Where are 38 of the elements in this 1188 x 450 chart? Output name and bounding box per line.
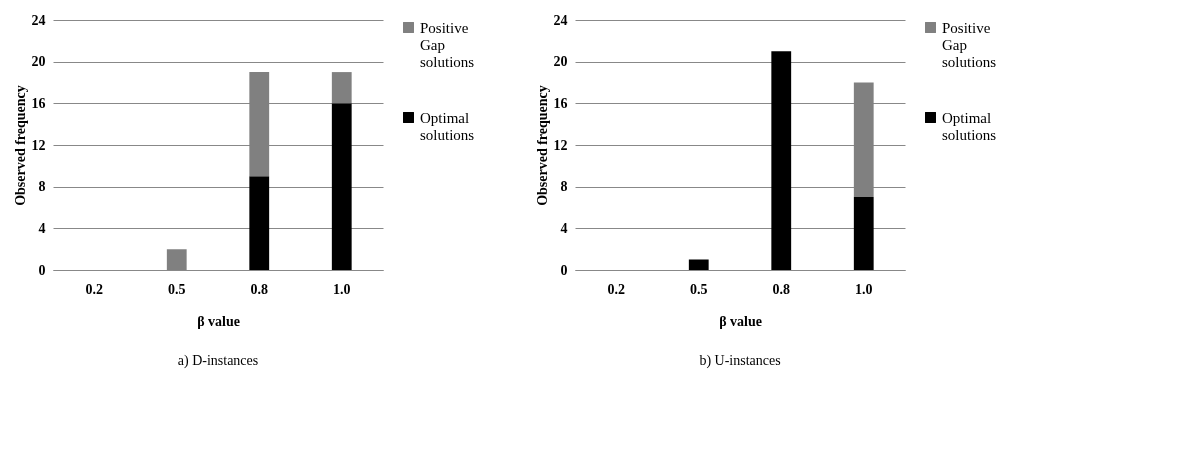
y-tick-label: 20: [31, 54, 46, 70]
y-axis-title: Observed frequency: [12, 85, 28, 206]
bar: [249, 176, 270, 270]
legend-label: Positive Gap solutions: [420, 19, 475, 70]
text: a) D-instances: [177, 353, 259, 369]
y-tick-label: 12: [31, 137, 46, 153]
bar: [771, 51, 792, 270]
bar: [853, 197, 874, 270]
x-tick-label: 0.8: [250, 281, 268, 297]
x-tick-label: 0.5: [690, 281, 708, 297]
legend-label: Optimal solutions: [420, 109, 475, 143]
y-tick-label: 4: [560, 220, 568, 236]
x-tick-label: 0.8: [772, 281, 790, 297]
x-axis-title: β value: [719, 313, 762, 329]
y-tick-label: 0: [560, 262, 568, 278]
x-tick-label: 0.5: [168, 281, 186, 297]
x-tick-label: 1.0: [855, 281, 873, 297]
text: b) U-instances: [699, 353, 781, 369]
y-tick-label: 16: [553, 95, 568, 111]
x-tick-label: 0.2: [85, 281, 103, 297]
y-tick-label: 8: [38, 179, 46, 195]
bar: [688, 259, 709, 270]
y-tick-label: 24: [31, 12, 46, 28]
bar: [331, 72, 352, 104]
y-tick-label: 12: [553, 137, 568, 153]
y-tick-label: 20: [553, 54, 568, 70]
y-tick-label: 0: [38, 262, 46, 278]
x-tick-label: 0.2: [607, 281, 625, 297]
y-tick-label: 16: [31, 95, 46, 111]
bar: [331, 103, 352, 270]
x-axis-title: β value: [197, 313, 240, 329]
x-tick-label: 1.0: [333, 281, 351, 297]
legend-label: Positive Gap solutions: [942, 19, 997, 70]
legend-label: Optimal solutions: [942, 109, 997, 143]
y-tick-label: 8: [560, 179, 568, 195]
y-axis-title: Observed frequency: [534, 85, 550, 206]
y-tick-label: 24: [553, 12, 568, 28]
y-tick-label: 4: [38, 220, 46, 236]
